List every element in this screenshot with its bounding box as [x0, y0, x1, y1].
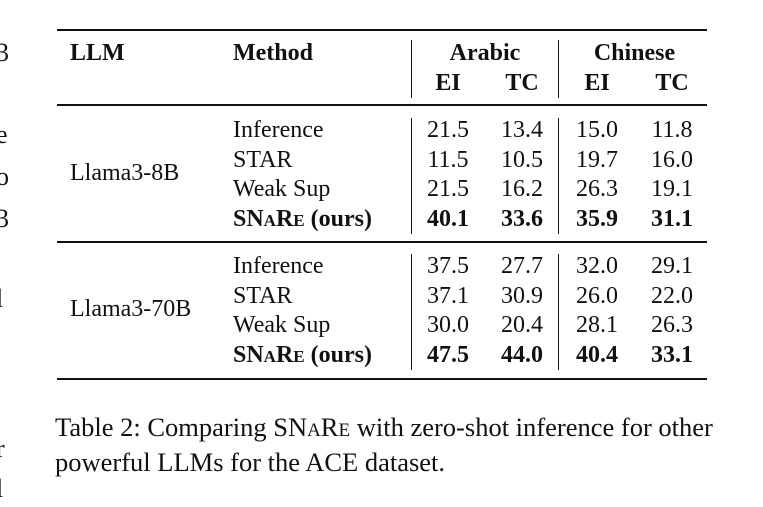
header-column: EI	[435, 70, 461, 96]
margin-fragment: l	[0, 476, 3, 502]
caption-prefix: Table 2: Comparing	[55, 412, 274, 442]
cell-value: 40.4	[576, 341, 618, 368]
method-suffix: (ours)	[304, 205, 372, 232]
method: Inference	[233, 117, 324, 143]
cell-value: 33.6	[501, 205, 543, 232]
cell-value: 21.5	[427, 117, 469, 143]
method-name: SNaRe	[233, 205, 305, 232]
column-rule	[558, 254, 560, 370]
column-rule	[411, 118, 413, 234]
header-column: TC	[505, 70, 539, 96]
cell-value: 16.2	[501, 176, 543, 202]
method: SNaRe (ours)	[233, 207, 372, 231]
cell-value: 11.5	[427, 146, 469, 173]
cell-value: 37.5	[427, 253, 469, 279]
method-name: SNaRe	[233, 341, 305, 368]
header-llm: LLM	[70, 40, 125, 66]
cell-value: 19.7	[576, 146, 618, 173]
cell-value: 10.5	[501, 146, 543, 173]
header-column: TC	[655, 70, 689, 96]
mid-rule	[57, 241, 707, 243]
cell-value: 16.0	[651, 146, 693, 173]
column-rule	[558, 40, 560, 98]
margin-fragment: e	[0, 120, 8, 149]
cell-value: 28.1	[576, 312, 618, 338]
cell-value: 15.0	[576, 117, 618, 143]
method: SNaRe (ours)	[233, 343, 372, 367]
cell-value: 22.0	[651, 282, 693, 309]
cell-value: 31.1	[651, 205, 693, 232]
method: STAR	[233, 146, 293, 173]
cell-value: 44.0	[501, 341, 543, 368]
llm-name: Llama3-70B	[70, 296, 192, 322]
cell-value: 11.8	[651, 117, 693, 143]
margin-fragment: 3	[0, 204, 9, 233]
margin-fragment: r	[0, 434, 5, 463]
cell-value: 40.1	[427, 205, 469, 232]
cell-value: 30.9	[501, 282, 543, 309]
header-group: Arabic	[449, 40, 521, 66]
margin-fragment: l	[0, 286, 3, 312]
method-suffix: (ours)	[304, 341, 372, 368]
method: Weak Sup	[233, 312, 331, 338]
cell-value: 35.9	[576, 205, 618, 232]
column-rule	[558, 118, 560, 234]
cell-value: 30.0	[427, 312, 469, 338]
column-rule	[411, 254, 413, 370]
caption-rest: with zero-shot inference for other power…	[55, 412, 713, 477]
margin-fragment: 3	[0, 38, 9, 67]
cell-value: 33.1	[651, 341, 693, 368]
header-group: Chinese	[593, 40, 676, 66]
caption-name: SNaRe	[273, 412, 351, 442]
cell-value: 37.1	[427, 282, 469, 309]
header-method: Method	[233, 40, 313, 66]
method: Weak Sup	[233, 176, 331, 202]
cell-value: 32.0	[576, 253, 618, 279]
caption: Table 2: Comparing SNaRe with zero-shot …	[55, 410, 725, 480]
cell-value: 29.1	[651, 253, 693, 279]
header-rule	[57, 104, 707, 106]
cell-value: 21.5	[427, 176, 469, 202]
cell-value: 19.1	[651, 176, 693, 202]
cell-value: 13.4	[501, 117, 543, 143]
bottom-rule	[57, 378, 707, 380]
cell-value: 26.0	[576, 282, 618, 309]
cell-value: 20.4	[501, 312, 543, 338]
cell-value: 26.3	[651, 312, 693, 338]
header-column: EI	[584, 70, 610, 96]
cell-value: 27.7	[501, 253, 543, 279]
llm-name: Llama3-8B	[70, 160, 180, 186]
top-rule	[57, 29, 707, 31]
column-rule	[411, 40, 413, 98]
method: STAR	[233, 282, 293, 309]
cell-value: 26.3	[576, 176, 618, 202]
cell-value: 47.5	[427, 341, 469, 368]
margin-fragment: o	[0, 162, 9, 191]
method: Inference	[233, 253, 324, 279]
